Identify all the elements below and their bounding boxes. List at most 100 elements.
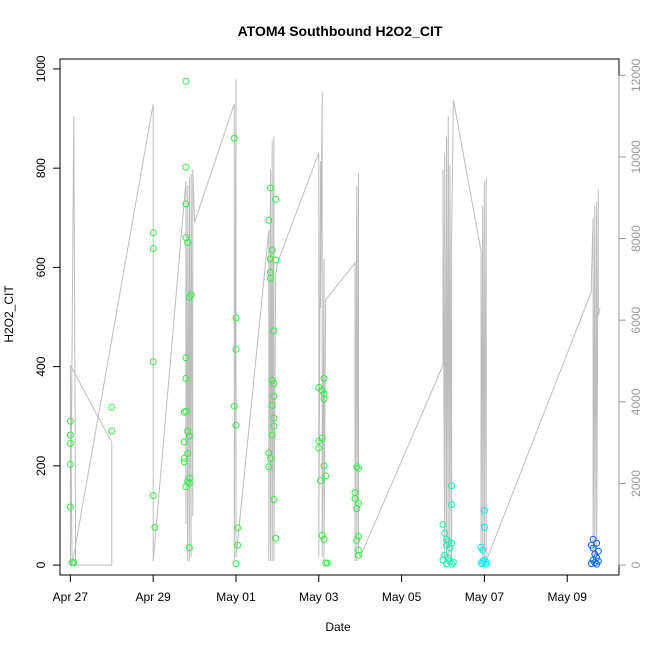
data-point bbox=[591, 559, 599, 567]
y-axis-label: H2O2_CIT bbox=[2, 285, 16, 343]
data-point bbox=[232, 345, 240, 353]
data-point bbox=[449, 558, 457, 566]
data-point bbox=[180, 438, 188, 446]
data-point bbox=[320, 535, 328, 543]
data-point bbox=[270, 392, 278, 400]
data-point bbox=[315, 444, 323, 452]
data-point bbox=[182, 77, 190, 85]
data-point bbox=[182, 407, 190, 415]
data-point bbox=[482, 558, 490, 566]
data-point bbox=[185, 432, 193, 440]
y2-trace-layer bbox=[69, 79, 601, 566]
data-point bbox=[270, 414, 278, 422]
data-point bbox=[439, 556, 447, 564]
y-tick-label: 1000 bbox=[34, 55, 48, 82]
y2-tick-label: 10000 bbox=[629, 140, 643, 174]
data-point bbox=[320, 462, 328, 470]
data-point bbox=[180, 454, 188, 462]
data-point bbox=[182, 163, 190, 171]
data-point bbox=[270, 380, 278, 387]
data-point bbox=[234, 541, 242, 549]
data-point bbox=[587, 560, 595, 568]
data-point bbox=[482, 560, 490, 568]
y-tick-label: 800 bbox=[34, 158, 48, 178]
data-point bbox=[267, 274, 274, 282]
data-point bbox=[351, 495, 359, 503]
data-point bbox=[182, 375, 190, 382]
x-tick-label: May 09 bbox=[548, 590, 588, 604]
data-point bbox=[265, 463, 273, 471]
data-point bbox=[70, 559, 78, 567]
data-point bbox=[185, 474, 193, 482]
data-point bbox=[353, 463, 361, 471]
data-point bbox=[320, 375, 328, 382]
data-point bbox=[355, 532, 362, 540]
data-point bbox=[323, 559, 331, 567]
y2-trace-line bbox=[69, 79, 601, 566]
data-point bbox=[182, 200, 190, 208]
y-tick-label: 0 bbox=[34, 561, 48, 568]
data-point bbox=[180, 458, 188, 466]
data-point bbox=[448, 501, 456, 508]
data-point bbox=[317, 477, 324, 485]
y2-tick-label: 6000 bbox=[629, 307, 643, 334]
data-point bbox=[267, 454, 274, 462]
data-point bbox=[480, 523, 488, 531]
data-point bbox=[320, 390, 328, 398]
data-point bbox=[267, 184, 274, 192]
data-point bbox=[149, 358, 157, 366]
data-point bbox=[593, 539, 601, 547]
data-point bbox=[448, 482, 456, 490]
data-point bbox=[66, 431, 74, 439]
data-point bbox=[184, 239, 192, 247]
data-point bbox=[184, 449, 192, 457]
data-point bbox=[184, 427, 192, 435]
data-point bbox=[446, 544, 454, 552]
x-axis-label: Date bbox=[325, 620, 351, 634]
y2-axis: 0 2000 4000 6000 8000 10000 12000 bbox=[618, 58, 643, 568]
data-point bbox=[149, 492, 157, 500]
data-point bbox=[108, 403, 116, 411]
x-axis: Apr 27 Apr 29 May 01 May 03 May 05 May 07 May … bbox=[53, 574, 588, 604]
data-point bbox=[230, 134, 238, 142]
data-point bbox=[443, 560, 450, 568]
points-layer bbox=[66, 77, 602, 568]
data-point bbox=[149, 229, 157, 237]
data-point bbox=[479, 560, 487, 568]
y2-tick-label: 0 bbox=[629, 561, 643, 568]
data-point bbox=[180, 408, 188, 416]
data-point bbox=[355, 464, 362, 472]
data-point bbox=[318, 531, 326, 539]
data-point bbox=[355, 500, 362, 508]
data-point bbox=[480, 507, 488, 514]
data-point bbox=[66, 440, 74, 447]
data-point bbox=[320, 395, 328, 403]
data-point bbox=[270, 496, 278, 504]
data-point bbox=[267, 255, 274, 263]
data-point bbox=[185, 544, 193, 552]
data-point bbox=[268, 431, 276, 439]
data-point bbox=[268, 246, 276, 254]
data-point bbox=[185, 479, 193, 487]
data-point bbox=[66, 417, 74, 425]
chart-title: ATOM4 Southbound H2O2_CIT bbox=[238, 23, 443, 39]
x-tick-label: Apr 27 bbox=[53, 590, 89, 604]
data-point bbox=[230, 402, 238, 410]
data-point bbox=[272, 195, 280, 203]
data-point bbox=[108, 427, 116, 435]
y2-tick-label: 4000 bbox=[629, 388, 643, 415]
data-point bbox=[270, 422, 278, 430]
y2-tick-label: 2000 bbox=[629, 470, 643, 497]
plot-frame bbox=[59, 58, 620, 576]
data-point bbox=[272, 534, 280, 542]
data-point bbox=[355, 546, 362, 554]
data-point bbox=[353, 536, 361, 544]
data-point bbox=[232, 314, 240, 322]
data-point bbox=[232, 560, 240, 568]
data-point bbox=[268, 401, 276, 409]
x-tick-label: May 01 bbox=[216, 590, 256, 604]
data-point bbox=[315, 437, 323, 445]
data-point bbox=[479, 546, 487, 554]
y2-tick-label: 8000 bbox=[629, 225, 643, 252]
